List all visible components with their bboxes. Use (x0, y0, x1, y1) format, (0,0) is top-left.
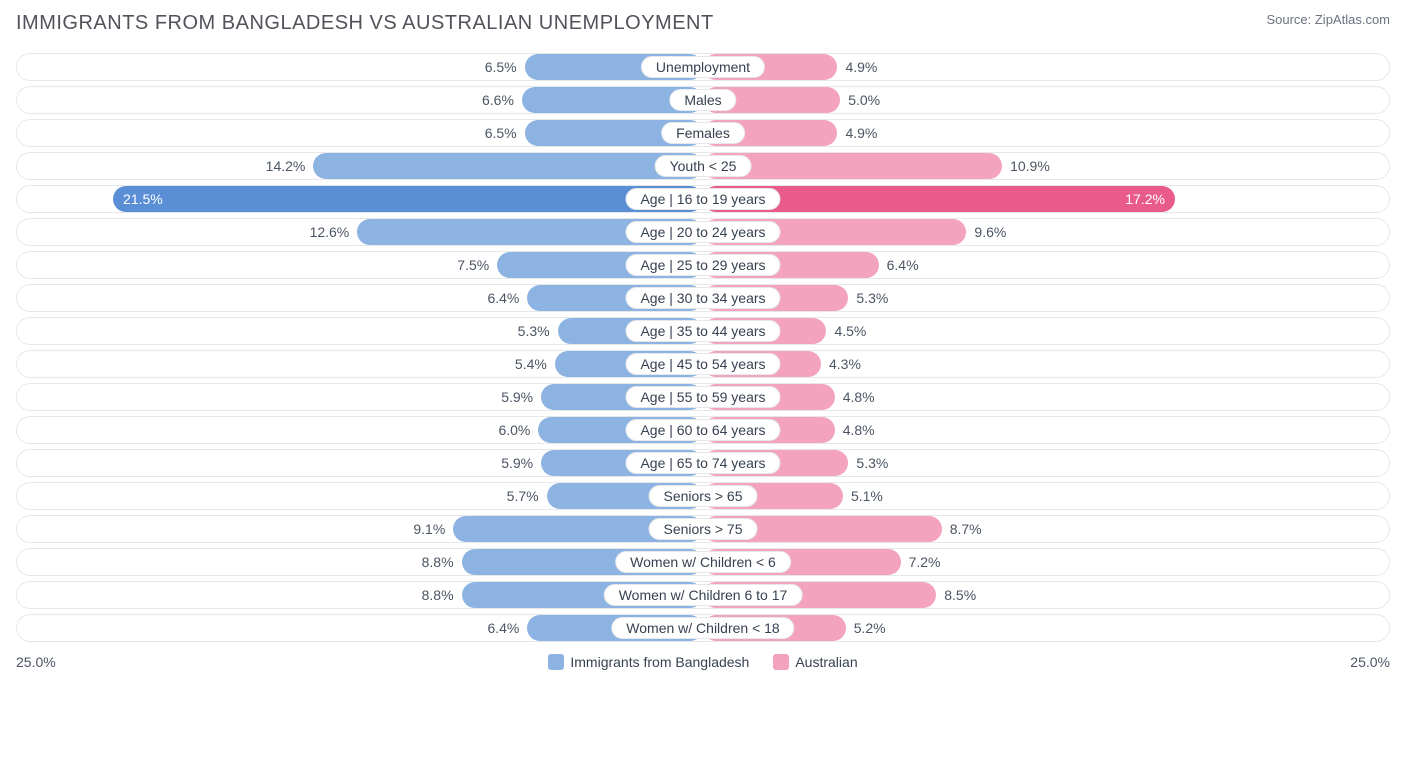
value-left: 5.4% (515, 356, 547, 372)
value-left: 6.6% (482, 92, 514, 108)
category-label: Seniors > 65 (649, 485, 758, 507)
value-right: 5.0% (848, 92, 880, 108)
value-left: 5.9% (501, 389, 533, 405)
value-left: 9.1% (413, 521, 445, 537)
value-left: 21.5% (123, 191, 163, 207)
value-right: 4.9% (845, 125, 877, 141)
chart-row: 21.5% 17.2% Age | 16 to 19 years (16, 185, 1390, 213)
category-label: Age | 16 to 19 years (625, 188, 780, 210)
chart-row: 9.1% 8.7% Seniors > 75 (16, 515, 1390, 543)
chart-title: IMMIGRANTS FROM BANGLADESH VS AUSTRALIAN… (16, 12, 714, 35)
legend-item-right: Australian (773, 654, 857, 670)
category-label: Women w/ Children < 6 (615, 551, 791, 573)
value-right: 5.1% (851, 488, 883, 504)
category-label: Age | 65 to 74 years (625, 452, 780, 474)
value-right: 4.5% (834, 323, 866, 339)
chart-row: 14.2% 10.9% Youth < 25 (16, 152, 1390, 180)
legend-swatch-right (773, 654, 789, 670)
value-right: 6.4% (887, 257, 919, 273)
value-right: 4.9% (845, 59, 877, 75)
chart-header: IMMIGRANTS FROM BANGLADESH VS AUSTRALIAN… (16, 12, 1390, 35)
axis-max-right: 25.0% (1350, 654, 1390, 670)
value-left: 6.4% (487, 290, 519, 306)
value-right: 5.3% (856, 455, 888, 471)
chart-row: 6.6% 5.0% Males (16, 86, 1390, 114)
category-label: Age | 30 to 34 years (625, 287, 780, 309)
chart-row: 6.0% 4.8% Age | 60 to 64 years (16, 416, 1390, 444)
category-label: Age | 60 to 64 years (625, 419, 780, 441)
value-right: 5.2% (854, 620, 886, 636)
value-right: 5.3% (856, 290, 888, 306)
bar-left (313, 153, 703, 179)
value-left: 5.9% (501, 455, 533, 471)
chart-row: 8.8% 8.5% Women w/ Children 6 to 17 (16, 581, 1390, 609)
chart-row: 6.4% 5.2% Women w/ Children < 18 (16, 614, 1390, 642)
value-right: 17.2% (1125, 191, 1165, 207)
value-left: 8.8% (422, 587, 454, 603)
category-label: Women w/ Children 6 to 17 (604, 584, 803, 606)
value-left: 6.0% (498, 422, 530, 438)
chart-row: 5.3% 4.5% Age | 35 to 44 years (16, 317, 1390, 345)
chart-row: 7.5% 6.4% Age | 25 to 29 years (16, 251, 1390, 279)
chart-row: 5.9% 4.8% Age | 55 to 59 years (16, 383, 1390, 411)
value-left: 6.5% (485, 59, 517, 75)
chart-row: 5.7% 5.1% Seniors > 65 (16, 482, 1390, 510)
category-label: Age | 55 to 59 years (625, 386, 780, 408)
value-right: 8.7% (950, 521, 982, 537)
category-label: Males (669, 89, 736, 111)
chart-row: 6.4% 5.3% Age | 30 to 34 years (16, 284, 1390, 312)
value-left: 14.2% (266, 158, 306, 174)
value-right: 4.8% (843, 422, 875, 438)
category-label: Females (661, 122, 745, 144)
value-left: 12.6% (310, 224, 350, 240)
value-right: 4.8% (843, 389, 875, 405)
bar-left: 21.5% (113, 186, 703, 212)
category-label: Youth < 25 (655, 155, 752, 177)
value-left: 6.5% (485, 125, 517, 141)
legend: Immigrants from Bangladesh Australian (548, 654, 857, 670)
category-label: Age | 25 to 29 years (625, 254, 780, 276)
category-label: Age | 45 to 54 years (625, 353, 780, 375)
chart-source: Source: ZipAtlas.com (1266, 12, 1390, 27)
diverging-bar-chart: 6.5% 4.9% Unemployment 6.6% 5.0% Males 6.5% 4.9… (16, 53, 1390, 642)
value-right: 4.3% (829, 356, 861, 372)
legend-label-left: Immigrants from Bangladesh (570, 654, 749, 670)
category-label: Seniors > 75 (649, 518, 758, 540)
category-label: Women w/ Children < 18 (611, 617, 794, 639)
chart-row: 5.4% 4.3% Age | 45 to 54 years (16, 350, 1390, 378)
value-left: 7.5% (457, 257, 489, 273)
value-right: 10.9% (1010, 158, 1050, 174)
category-label: Age | 20 to 24 years (625, 221, 780, 243)
chart-row: 12.6% 9.6% Age | 20 to 24 years (16, 218, 1390, 246)
category-label: Unemployment (641, 56, 765, 78)
value-left: 8.8% (422, 554, 454, 570)
value-left: 6.4% (487, 620, 519, 636)
value-right: 7.2% (909, 554, 941, 570)
chart-row: 6.5% 4.9% Females (16, 119, 1390, 147)
value-left: 5.7% (507, 488, 539, 504)
chart-row: 6.5% 4.9% Unemployment (16, 53, 1390, 81)
chart-footer: 25.0% Immigrants from Bangladesh Austral… (16, 650, 1390, 674)
value-right: 9.6% (974, 224, 1006, 240)
value-left: 5.3% (518, 323, 550, 339)
chart-row: 5.9% 5.3% Age | 65 to 74 years (16, 449, 1390, 477)
legend-swatch-left (548, 654, 564, 670)
axis-max-left: 25.0% (16, 654, 56, 670)
legend-label-right: Australian (795, 654, 857, 670)
value-right: 8.5% (944, 587, 976, 603)
category-label: Age | 35 to 44 years (625, 320, 780, 342)
legend-item-left: Immigrants from Bangladesh (548, 654, 749, 670)
chart-row: 8.8% 7.2% Women w/ Children < 6 (16, 548, 1390, 576)
